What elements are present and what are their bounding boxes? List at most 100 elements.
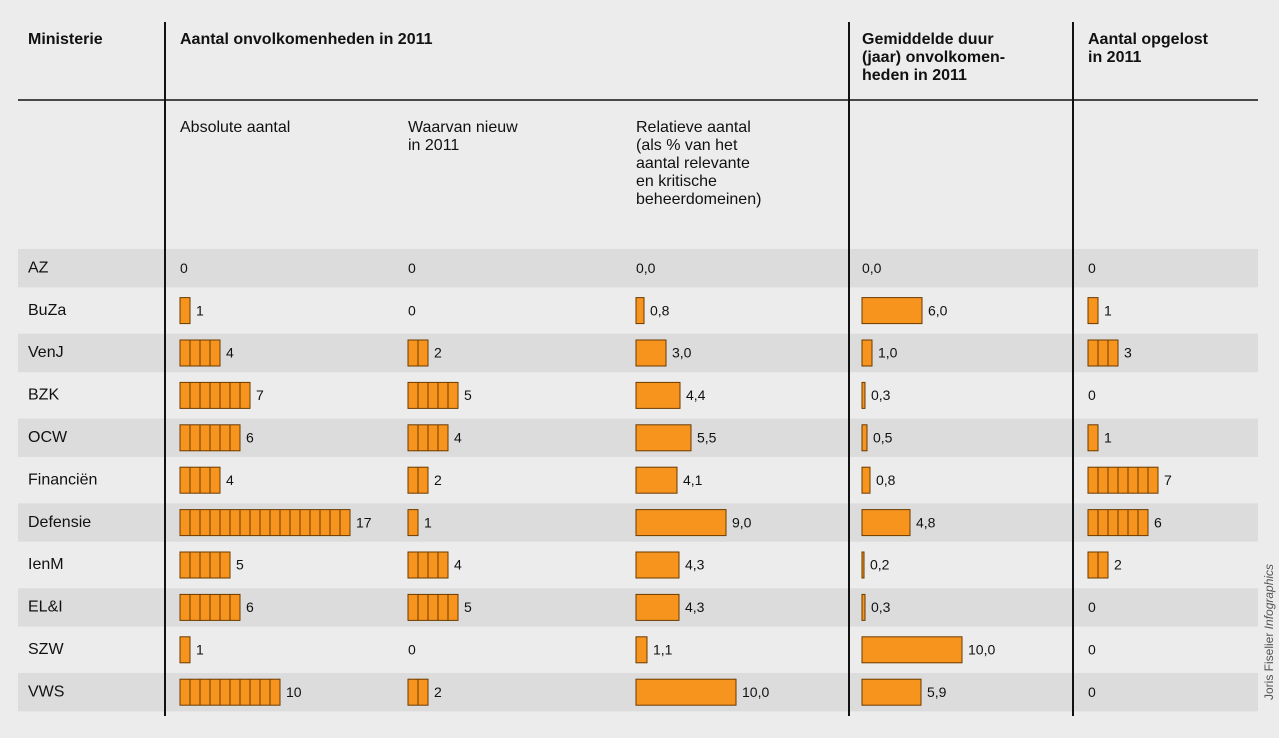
- value-label: 0: [408, 642, 416, 658]
- subheader: aantal relevante: [636, 155, 750, 172]
- value-label: 0: [408, 260, 416, 276]
- bar: [635, 509, 727, 537]
- value-label: 0: [1088, 599, 1096, 615]
- value-label: 6,0: [928, 302, 948, 318]
- value-label: 3,0: [672, 345, 692, 361]
- subheader: Absolute aantal: [180, 119, 290, 136]
- value-label: 6: [246, 430, 254, 446]
- value-label: 4: [226, 345, 234, 361]
- value-label: 0: [1088, 387, 1096, 403]
- value-label: 0,8: [650, 302, 670, 318]
- value-label: 5: [236, 557, 244, 573]
- header-title: in 2011: [1088, 49, 1141, 66]
- value-label: 7: [1164, 472, 1172, 488]
- header-title: Aantal opgelost: [1088, 31, 1209, 48]
- value-label: 0,5: [873, 430, 893, 446]
- value-label: 0: [180, 260, 188, 276]
- bar: [179, 551, 231, 579]
- value-label: 2: [1114, 557, 1122, 573]
- bar: [635, 678, 737, 706]
- bar: [179, 509, 351, 537]
- row-label: SZW: [28, 641, 64, 658]
- header-title: Aantal onvolkomenheden in 2011: [180, 31, 433, 48]
- value-label: 0,2: [870, 557, 890, 573]
- bar: [635, 636, 648, 664]
- value-label: 1,1: [653, 642, 673, 658]
- value-label: 2: [434, 345, 442, 361]
- value-label: 4: [454, 557, 462, 573]
- bar: [635, 381, 681, 409]
- subheader: Waarvan nieuw: [408, 119, 518, 136]
- value-label: 1: [196, 642, 204, 658]
- value-label: 6: [1154, 514, 1162, 530]
- row-label: Defensie: [28, 514, 91, 531]
- value-label: 5,9: [927, 684, 947, 700]
- subheader: en kritische: [636, 173, 717, 190]
- value-label: 1: [1104, 430, 1112, 446]
- credit-agency: Infographics: [1262, 564, 1276, 629]
- value-label: 5,5: [697, 430, 717, 446]
- bar: [407, 593, 459, 621]
- value-label: 2: [434, 472, 442, 488]
- value-label: 1: [424, 514, 432, 530]
- bar: [635, 466, 678, 494]
- value-label: 0,3: [871, 387, 891, 403]
- bar: [1087, 297, 1099, 325]
- header-title: heden in 2011: [862, 67, 967, 84]
- row-label: AZ: [28, 259, 49, 276]
- row-label: OCW: [28, 429, 68, 446]
- value-label: 0,8: [876, 472, 896, 488]
- bar: [635, 297, 645, 325]
- bar: [861, 551, 865, 579]
- value-label: 4,3: [685, 557, 705, 573]
- value-label: 4,4: [686, 387, 706, 403]
- value-label: 3: [1124, 345, 1132, 361]
- value-label: 4: [454, 430, 462, 446]
- bar: [635, 551, 680, 579]
- credit-name: Joris Fiselier: [1262, 633, 1276, 700]
- header-title: Ministerie: [28, 31, 103, 48]
- header-title: (jaar) onvolkomen-: [862, 49, 1005, 66]
- subheader: in 2011: [408, 137, 459, 154]
- value-label: 0,0: [862, 260, 882, 276]
- row-label: Financiën: [28, 471, 97, 488]
- value-label: 5: [464, 599, 472, 615]
- bar: [861, 297, 923, 325]
- subheader: Relatieve aantal: [636, 119, 751, 136]
- row-label: IenM: [28, 556, 64, 573]
- row-label: BZK: [28, 387, 59, 404]
- bar: [635, 593, 680, 621]
- bar: [861, 424, 868, 452]
- bar: [861, 466, 871, 494]
- value-label: 10,0: [742, 684, 769, 700]
- bar: [861, 509, 911, 537]
- bar: [179, 636, 191, 664]
- bar: [407, 381, 459, 409]
- bar: [861, 381, 866, 409]
- subheader: (als % van het: [636, 137, 738, 154]
- value-label: 9,0: [732, 514, 752, 530]
- value-label: 1: [1104, 302, 1112, 318]
- value-label: 0: [408, 302, 416, 318]
- value-label: 4,3: [685, 599, 705, 615]
- subheader: beheerdomeinen): [636, 191, 761, 208]
- credit: Joris Fiselier Infographics: [1262, 564, 1276, 700]
- row-label: EL&I: [28, 599, 63, 616]
- bar: [861, 678, 922, 706]
- bar: [635, 339, 667, 367]
- bar: [1087, 466, 1159, 494]
- value-label: 6: [246, 599, 254, 615]
- bar: [635, 424, 692, 452]
- row-label: BuZa: [28, 302, 66, 319]
- row-stripe: [18, 249, 1258, 288]
- bar: [179, 297, 191, 325]
- bar: [407, 509, 419, 537]
- value-label: 4,1: [683, 472, 703, 488]
- value-label: 1: [196, 302, 204, 318]
- value-label: 7: [256, 387, 264, 403]
- value-label: 17: [356, 514, 372, 530]
- bar: [179, 381, 251, 409]
- row-label: VWS: [28, 683, 64, 700]
